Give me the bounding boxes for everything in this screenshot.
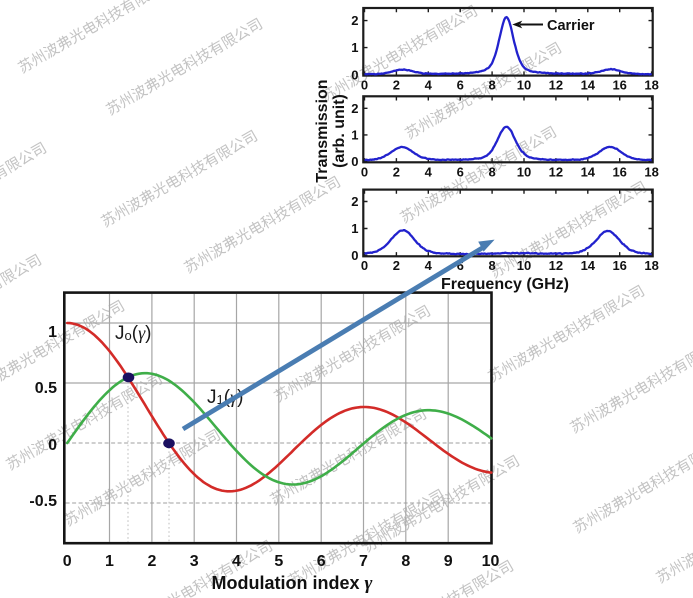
svg-text:4: 4 (232, 553, 241, 570)
svg-text:16: 16 (612, 165, 626, 180)
svg-text:2: 2 (351, 194, 358, 209)
svg-text:Carrier: Carrier (547, 18, 595, 34)
svg-text:12: 12 (549, 258, 563, 273)
svg-text:6: 6 (317, 553, 326, 570)
svg-text:14: 14 (581, 165, 596, 180)
svg-text:Jo(γ): Jo(γ) (115, 323, 151, 344)
svg-text:18: 18 (644, 78, 658, 93)
svg-text:1: 1 (351, 127, 358, 142)
svg-text:2: 2 (393, 258, 400, 273)
svg-text:16: 16 (612, 78, 626, 93)
svg-text:-0.5: -0.5 (29, 493, 57, 510)
svg-text:2: 2 (393, 78, 400, 93)
svg-text:10: 10 (517, 165, 531, 180)
svg-text:0: 0 (351, 248, 358, 263)
svg-text:0: 0 (361, 78, 368, 93)
svg-text:8: 8 (401, 553, 410, 570)
svg-text:8: 8 (488, 165, 495, 180)
svg-text:2: 2 (393, 165, 400, 180)
svg-text:10: 10 (517, 258, 531, 273)
svg-text:2: 2 (147, 553, 156, 570)
svg-text:14: 14 (581, 78, 596, 93)
svg-text:12: 12 (549, 165, 563, 180)
svg-text:0: 0 (48, 437, 57, 454)
svg-text:12: 12 (549, 78, 563, 93)
svg-text:6: 6 (457, 165, 464, 180)
svg-text:4: 4 (425, 165, 433, 180)
svg-text:5: 5 (274, 553, 283, 570)
svg-text:8: 8 (488, 78, 495, 93)
svg-text:Modulation index γ: Modulation index γ (212, 573, 373, 594)
svg-text:18: 18 (644, 258, 658, 273)
svg-text:7: 7 (359, 553, 368, 570)
svg-text:4: 4 (425, 78, 433, 93)
svg-text:0: 0 (63, 553, 72, 570)
svg-text:(arb. unit): (arb. unit) (331, 94, 348, 168)
svg-text:Transmission: Transmission (314, 79, 331, 182)
svg-text:6: 6 (457, 258, 464, 273)
svg-text:0.5: 0.5 (35, 380, 57, 397)
svg-text:2: 2 (351, 13, 358, 28)
svg-text:0: 0 (351, 68, 358, 83)
svg-text:6: 6 (457, 78, 464, 93)
svg-text:1: 1 (105, 553, 114, 570)
svg-text:1: 1 (351, 40, 358, 55)
svg-text:14: 14 (581, 258, 596, 273)
svg-text:4: 4 (425, 258, 433, 273)
svg-text:8: 8 (488, 258, 495, 273)
svg-text:1: 1 (48, 324, 57, 341)
svg-text:16: 16 (612, 258, 626, 273)
svg-text:1: 1 (351, 221, 358, 236)
svg-text:9: 9 (444, 553, 453, 570)
svg-text:3: 3 (190, 553, 199, 570)
svg-text:0: 0 (351, 154, 358, 169)
svg-text:10: 10 (482, 553, 500, 570)
svg-text:Frequency (GHz): Frequency (GHz) (441, 276, 569, 293)
svg-text:0: 0 (361, 258, 368, 273)
svg-text:18: 18 (644, 165, 658, 180)
svg-text:2: 2 (351, 101, 358, 116)
svg-text:10: 10 (517, 78, 531, 93)
svg-text:0: 0 (361, 165, 368, 180)
